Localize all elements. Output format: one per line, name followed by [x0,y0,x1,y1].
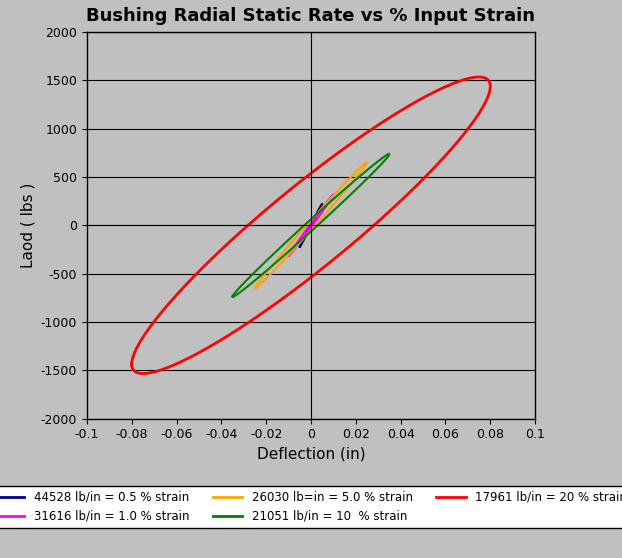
31616 lb/in = 1.0 % strain [330,191,337,198]
21051 lb/in = 10  % strain [229,294,236,300]
Line: 31616 lb/in = 1.0 % strain: 31616 lb/in = 1.0 % strain [289,195,333,256]
44528 lb/in = 0.5 % strain [318,200,326,207]
17961 lb/in = 20 % strain [131,350,138,357]
44528 lb/in = 0.5 % strain [297,242,304,248]
17961 lb/in = 20 % strain [139,370,147,377]
Line: 44528 lb/in = 0.5 % strain: 44528 lb/in = 0.5 % strain [300,204,322,247]
44528 lb/in = 0.5 % strain [296,243,304,250]
26030 lb=in = 5.0 % strain [252,283,259,290]
44528 lb/in = 0.5 % strain [296,243,304,249]
26030 lb=in = 5.0 % strain [363,159,371,166]
44528 lb/in = 0.5 % strain [296,243,304,250]
21051 lb/in = 10  % strain [346,192,354,199]
Line: 17961 lb/in = 20 % strain: 17961 lb/in = 20 % strain [132,77,490,373]
44528 lb/in = 0.5 % strain [304,228,311,234]
44528 lb/in = 0.5 % strain [313,213,320,219]
17961 lb/in = 20 % strain [128,361,136,368]
31616 lb/in = 1.0 % strain [287,249,294,256]
31616 lb/in = 1.0 % strain [285,252,292,259]
21051 lb/in = 10  % strain [229,293,236,300]
26030 lb=in = 5.0 % strain [290,237,297,244]
21051 lb/in = 10  % strain [230,291,238,298]
26030 lb=in = 5.0 % strain [335,195,343,202]
17961 lb/in = 20 % strain [141,331,149,338]
31616 lb/in = 1.0 % strain [299,235,307,242]
17961 lb/in = 20 % strain [251,217,258,223]
X-axis label: Deflection (in): Deflection (in) [257,447,365,462]
21051 lb/in = 10  % strain [235,290,243,296]
21051 lb/in = 10  % strain [278,254,285,261]
21051 lb/in = 10  % strain [229,293,236,300]
Title: Bushing Radial Static Rate vs % Input Strain: Bushing Radial Static Rate vs % Input St… [86,7,536,25]
Legend: 44528 lb/in = 0.5 % strain, 31616 lb/in = 1.0 % strain, 26030 lb=in = 5.0 % stra: 44528 lb/in = 0.5 % strain, 31616 lb/in … [0,486,622,527]
26030 lb=in = 5.0 % strain [256,282,263,288]
31616 lb/in = 1.0 % strain [285,253,292,259]
21051 lb/in = 10  % strain [386,151,393,157]
31616 lb/in = 1.0 % strain [318,209,326,215]
31616 lb/in = 1.0 % strain [285,252,292,258]
17961 lb/in = 20 % strain [240,322,248,329]
21051 lb/in = 10  % strain [234,286,242,292]
44528 lb/in = 0.5 % strain [296,243,304,250]
26030 lb=in = 5.0 % strain [251,285,259,292]
Line: 21051 lb/in = 10  % strain: 21051 lb/in = 10 % strain [233,154,389,297]
44528 lb/in = 0.5 % strain [303,231,310,238]
44528 lb/in = 0.5 % strain [297,242,304,249]
17961 lb/in = 20 % strain [128,361,136,368]
26030 lb=in = 5.0 % strain [286,250,294,257]
17961 lb/in = 20 % strain [396,198,404,205]
26030 lb=in = 5.0 % strain [251,285,259,291]
17961 lb/in = 20 % strain [143,370,151,377]
26030 lb=in = 5.0 % strain [251,285,259,291]
Line: 26030 lb=in = 5.0 % strain: 26030 lb=in = 5.0 % strain [255,162,367,288]
Y-axis label: Laod ( lbs ): Laod ( lbs ) [21,182,35,268]
17961 lb/in = 20 % strain [475,74,483,80]
26030 lb=in = 5.0 % strain [256,278,263,285]
31616 lb/in = 1.0 % strain [300,229,308,236]
31616 lb/in = 1.0 % strain [285,252,292,259]
21051 lb/in = 10  % strain [282,239,290,246]
31616 lb/in = 1.0 % strain [287,251,294,257]
